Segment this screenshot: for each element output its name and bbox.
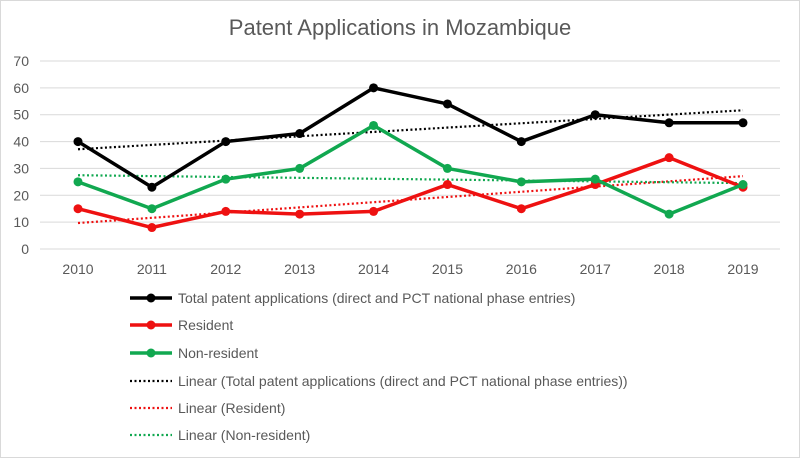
- data-point: [74, 137, 83, 146]
- legend-label: Non-resident: [178, 345, 258, 361]
- y-tick-label: 40: [13, 134, 29, 150]
- data-point: [443, 180, 452, 189]
- data-point: [591, 175, 600, 184]
- legend-label: Total patent applications (direct and PC…: [178, 290, 575, 306]
- data-point: [443, 164, 452, 173]
- data-point: [74, 177, 83, 186]
- legend-marker: [147, 294, 156, 303]
- data-point: [369, 121, 378, 130]
- x-tick-label: 2015: [432, 261, 463, 277]
- data-point: [147, 183, 156, 192]
- legend-label: Linear (Non-resident): [178, 427, 310, 443]
- data-point: [147, 223, 156, 232]
- legend-marker: [147, 349, 156, 358]
- x-tick-label: 2010: [62, 261, 93, 277]
- legend-marker: [147, 321, 156, 330]
- y-tick-label: 30: [13, 160, 29, 176]
- data-point: [665, 118, 674, 127]
- x-tick-label: 2014: [358, 261, 389, 277]
- data-point: [443, 99, 452, 108]
- x-tick-label: 2013: [284, 261, 315, 277]
- y-tick-label: 0: [21, 241, 29, 257]
- data-point: [739, 180, 748, 189]
- data-point: [295, 164, 304, 173]
- data-point: [295, 210, 304, 219]
- y-tick-label: 10: [13, 214, 29, 230]
- data-point: [739, 118, 748, 127]
- line-chart: Patent Applications in Mozambique 0 10 20 3…: [0, 0, 800, 458]
- data-point: [517, 204, 526, 213]
- y-tick-label: 50: [13, 107, 29, 123]
- data-point: [221, 137, 230, 146]
- data-point: [221, 175, 230, 184]
- data-point: [665, 153, 674, 162]
- data-point: [74, 204, 83, 213]
- x-tick-label: 2018: [654, 261, 685, 277]
- data-point: [517, 137, 526, 146]
- x-tick-label: 2012: [210, 261, 241, 277]
- x-tick-label: 2011: [137, 261, 167, 277]
- data-point: [591, 110, 600, 119]
- data-point: [665, 210, 674, 219]
- data-point: [369, 207, 378, 216]
- data-point: [369, 83, 378, 92]
- chart-title: Patent Applications in Mozambique: [229, 15, 571, 40]
- legend-label: Linear (Resident): [178, 400, 285, 416]
- y-tick-label: 60: [13, 80, 29, 96]
- x-tick-label: 2016: [506, 261, 537, 277]
- data-point: [295, 129, 304, 138]
- x-tick-label: 2019: [727, 261, 758, 277]
- x-tick-label: 2017: [580, 261, 611, 277]
- data-point: [147, 204, 156, 213]
- y-tick-label: 20: [13, 187, 29, 203]
- y-tick-label: 70: [13, 53, 29, 69]
- legend-label: Linear (Total patent applications (direc…: [178, 373, 628, 389]
- data-point: [221, 207, 230, 216]
- legend-label: Resident: [178, 317, 233, 333]
- data-point: [517, 177, 526, 186]
